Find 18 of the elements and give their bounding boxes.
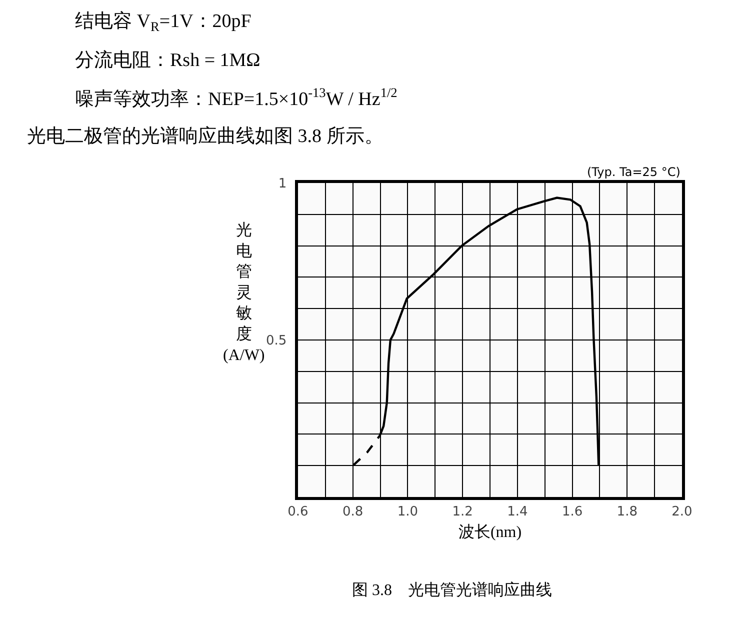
x-tick-label: 2.0 — [672, 504, 692, 520]
y-tick-label: 0.5 — [266, 334, 287, 349]
caption: 图 3.8 光电管光谱响应曲线 — [352, 581, 552, 599]
text: 噪声等效功率：NEP=1.5×10$^{-13}$W / Hz$^{1/2}$ — [75, 85, 398, 110]
text: 结电容 V$_{R}$=1V：20pF — [75, 10, 252, 34]
text: 光电二极管的光谱响应曲线如图 3.8 所示。 — [27, 125, 384, 147]
x-tick-label: 0.6 — [288, 504, 308, 520]
text: 分流电阻：Rsh = 1MΩ — [75, 49, 260, 71]
x-tick-label: 1.6 — [562, 504, 583, 520]
x-tick-label: 1.0 — [397, 504, 418, 520]
text: (Typ. Ta=25 °C) — [587, 165, 680, 179]
x-tick-label: 1.2 — [452, 504, 473, 520]
x-tick-label: 1.8 — [616, 504, 638, 520]
x-axis-title: 波长(nm) — [458, 523, 522, 542]
x-tick-label: 1.4 — [507, 504, 528, 520]
x-tick-label: 0.8 — [342, 504, 364, 520]
y-tick-label: 1 — [278, 176, 287, 192]
y-axis-title: 光电管灵敏度(A/W) — [223, 221, 265, 364]
